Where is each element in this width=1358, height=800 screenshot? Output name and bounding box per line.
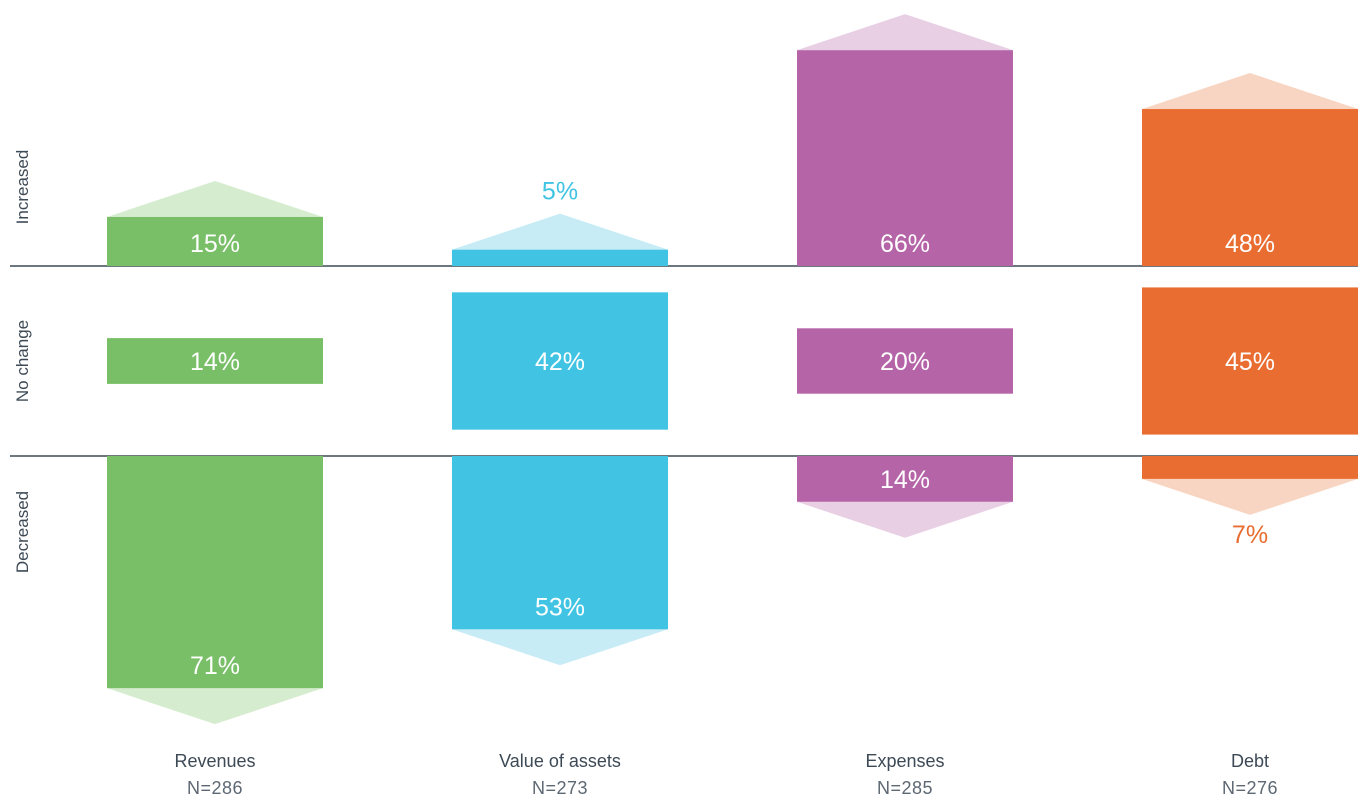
category-n-value-of-assets: N=273	[532, 778, 588, 798]
value-of-assets-no-change-label: 42%	[535, 348, 585, 376]
value-of-assets-decreased-label: 53%	[535, 593, 585, 621]
debt-no-change-label: 45%	[1225, 348, 1275, 376]
revenues-decreased-arrow	[107, 688, 323, 725]
expenses-increased-label: 66%	[880, 230, 930, 258]
expenses-no-change-bar	[797, 328, 1013, 394]
category-name-expenses: Expenses	[865, 751, 944, 771]
category-name-value-of-assets: Value of assets	[499, 751, 621, 771]
category-n-debt: N=276	[1222, 778, 1278, 798]
expenses-increased-bar	[797, 50, 1013, 267]
revenues-increased-label: 15%	[190, 230, 240, 258]
value-of-assets-increased-label: 5%	[542, 178, 578, 206]
category-n-expenses: N=285	[877, 778, 933, 798]
debt-decreased-arrow	[1142, 478, 1358, 515]
value-of-assets-increased-arrow	[452, 213, 668, 250]
debt-increased-label: 48%	[1225, 230, 1275, 258]
revenues-no-change-label: 14%	[190, 348, 240, 376]
debt-increased-bar	[1142, 109, 1358, 266]
expenses-decreased-bar	[797, 456, 1013, 502]
value-of-assets-increased-bar	[452, 249, 668, 266]
debt-decreased-bar	[1142, 456, 1358, 479]
debt-increased-arrow	[1142, 73, 1358, 110]
row-label-no-change: No change	[13, 320, 32, 402]
expenses-decreased-arrow	[797, 501, 1013, 538]
category-name-debt: Debt	[1231, 751, 1269, 771]
category-name-revenues: Revenues	[174, 751, 255, 771]
expenses-no-change-label: 20%	[880, 348, 930, 376]
value-of-assets-no-change-bar	[452, 292, 668, 430]
revenues-decreased-bar	[107, 456, 323, 689]
revenues-increased-bar	[107, 216, 323, 266]
value-of-assets-decreased-bar	[452, 456, 668, 630]
debt-no-change-bar	[1142, 287, 1358, 435]
revenues-decreased-label: 71%	[190, 652, 240, 680]
row-label-decreased: Decreased	[13, 491, 32, 573]
revenues-increased-arrow	[107, 180, 323, 217]
chart-marks: 15% 14% 71% Revenues N=286 5% 42% 53% Value of a…	[107, 14, 1358, 798]
expenses-increased-arrow	[797, 14, 1013, 51]
revenues-no-change-bar	[107, 338, 323, 384]
debt-decreased-label: 7%	[1232, 521, 1268, 549]
row-label-increased: Increased	[13, 150, 32, 225]
expenses-decreased-label: 14%	[880, 466, 930, 494]
value-of-assets-decreased-arrow	[452, 629, 668, 666]
category-n-revenues: N=286	[187, 778, 243, 798]
